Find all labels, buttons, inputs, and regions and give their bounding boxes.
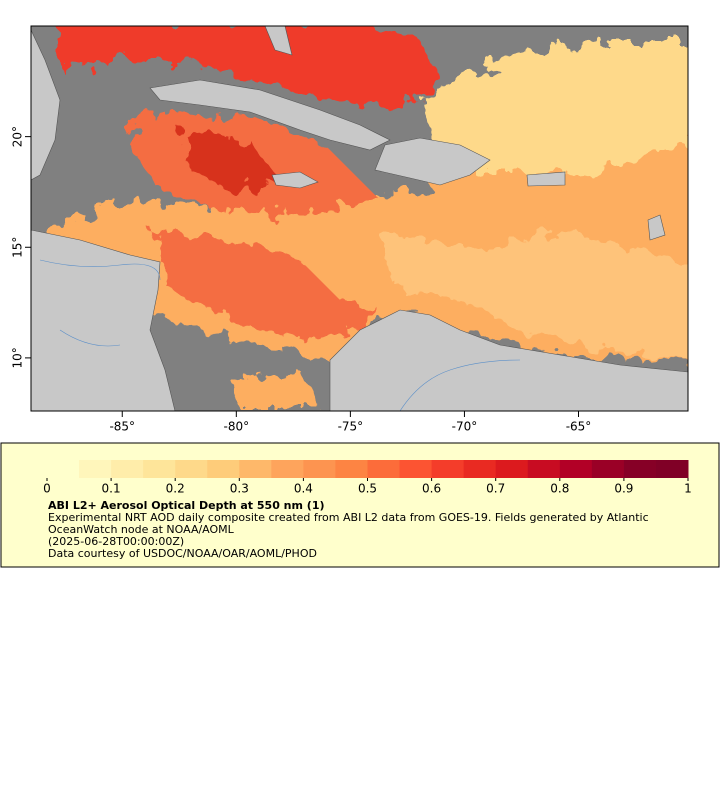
colorbar-band — [335, 460, 368, 478]
x-tick-label: -70° — [452, 420, 478, 434]
colorbar-tick-label: 0.8 — [550, 482, 569, 496]
x-tick-label: -80° — [224, 420, 250, 434]
colorbar-band — [271, 460, 304, 478]
legend-line: Experimental NRT AOD daily composite cre… — [48, 511, 649, 536]
colorbar-band — [623, 460, 657, 478]
map-area — [31, 26, 688, 411]
colorbar-tick-label: 0.3 — [230, 482, 249, 496]
colorbar-band — [47, 460, 80, 478]
colorbar-tick-label: 0.7 — [486, 482, 505, 496]
colorbar-band — [463, 460, 497, 478]
colorbar-band — [143, 460, 176, 478]
colorbar-tick-label: 0.5 — [358, 482, 377, 496]
colorbar-band — [431, 460, 465, 478]
aerosol-field — [31, 26, 688, 410]
colorbar-band — [207, 460, 240, 478]
y-tick-label: 15° — [11, 237, 25, 258]
land — [31, 26, 688, 411]
colorbar-band — [367, 460, 401, 478]
x-tick-label: -75° — [338, 420, 364, 434]
colorbar-tick-label: 0.6 — [422, 482, 441, 496]
colorbar-band — [655, 460, 689, 478]
colorbar-tick-label: 0.2 — [166, 482, 185, 496]
y-tick-label: 10° — [11, 347, 25, 368]
colorbar-band — [303, 460, 336, 478]
colorbar-band — [559, 460, 593, 478]
legend-text: ABI L2+ Aerosol Optical Depth at 550 nm … — [48, 500, 688, 560]
legend-line: (2025-06-28T00:00:00Z) — [48, 535, 185, 548]
x-tick-label: -65° — [566, 420, 592, 434]
colorbar-tick-label: 0 — [43, 482, 51, 496]
colorbar-tick-label: 0.4 — [294, 482, 313, 496]
colorbar-band — [175, 460, 208, 478]
rivers — [39, 259, 521, 411]
colorbar-band — [239, 460, 272, 478]
colorbar-band — [399, 460, 433, 478]
colorbar-tick-label: 0.1 — [102, 482, 121, 496]
colorbar-band — [111, 460, 144, 478]
y-tick-label: 20° — [11, 126, 25, 147]
colorbar-tick-label: 1 — [684, 482, 692, 496]
colorbar-band — [495, 460, 529, 478]
colorbar-band — [591, 460, 625, 478]
legend-line: Data courtesy of USDOC/NOAA/OAR/AOML/PHO… — [48, 547, 317, 560]
plot-frame — [30, 25, 689, 412]
legend-title: ABI L2+ Aerosol Optical Depth at 550 nm … — [48, 499, 325, 512]
colorbar-band — [527, 460, 561, 478]
x-tick-label: -85° — [109, 420, 135, 434]
colorbar-band — [79, 460, 112, 478]
colorbar-tick-label: 0.9 — [614, 482, 633, 496]
